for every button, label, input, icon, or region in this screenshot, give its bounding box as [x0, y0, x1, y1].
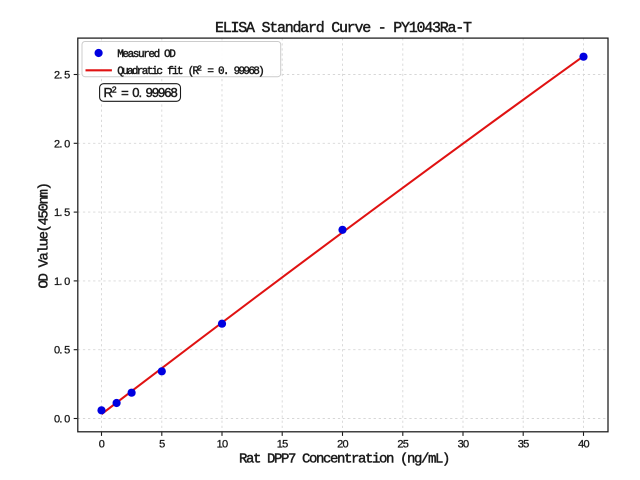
svg-text:2. 0: 2. 0 [54, 138, 70, 150]
svg-text:5: 5 [159, 439, 165, 451]
svg-text:Measured OD: Measured OD [117, 49, 176, 61]
svg-text:0. 0: 0. 0 [54, 414, 70, 426]
svg-text:0. 5: 0. 5 [54, 345, 70, 357]
svg-text:ELISA Standard Curve - PY1043R: ELISA Standard Curve - PY1043Ra-T [215, 20, 472, 37]
svg-text:OD Value(450nm): OD Value(450nm) [37, 183, 53, 288]
svg-text:Rat DPP7 Concentration (ng/mL): Rat DPP7 Concentration (ng/mL) [239, 452, 449, 468]
svg-text:R2 = 0. 99968: R2 = 0. 99968 [104, 84, 178, 100]
svg-text:15: 15 [277, 439, 288, 451]
svg-text:2. 5: 2. 5 [54, 70, 70, 82]
svg-text:10: 10 [217, 439, 228, 451]
svg-text:30: 30 [458, 439, 469, 451]
svg-text:35: 35 [518, 439, 529, 451]
svg-text:Quadratic fit (R2 = 0. 99968): Quadratic fit (R2 = 0. 99968) [117, 66, 263, 79]
svg-text:1. 0: 1. 0 [54, 276, 70, 288]
svg-text:40: 40 [578, 439, 589, 451]
svg-text:20: 20 [337, 439, 348, 451]
svg-text:0: 0 [99, 439, 105, 451]
svg-text:25: 25 [397, 439, 408, 451]
svg-text:1. 5: 1. 5 [54, 207, 70, 219]
